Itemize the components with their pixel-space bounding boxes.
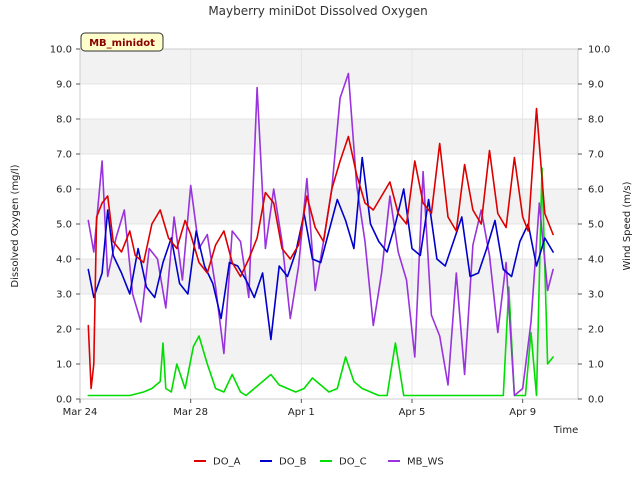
y-tick-label: 10.0 [50,45,72,56]
y2-tick-label: 1.0 [588,360,604,371]
chart-title: Mayberry miniDot Dissolved Oxygen [208,4,427,18]
series-line-mb-ws [87,72,554,397]
x-tick-label: Apr 1 [288,407,315,418]
series-line-do-c [87,167,554,397]
plot-band [80,49,578,84]
y2-axis-label: Wind Speed (m/s) [622,181,633,270]
y-tick-label: 7.0 [56,150,72,161]
y-tick-label: 0.0 [56,395,72,406]
y2-tick-label: 9.0 [588,80,604,91]
y2-tick-label: 5.0 [588,220,604,231]
y2-tick-label: 10.0 [588,45,610,56]
y-tick-label: 3.0 [56,290,72,301]
legend-label: MB_WS [407,457,444,468]
y-axis-left: 0.0 1.0 2.0 3.0 4.0 5.0 6.0 7.0 8.0 9.0 10.0 [50,45,80,406]
x-tick-label: Mar 24 [63,407,98,418]
y-tick-label: 4.0 [56,255,72,266]
legend: DO_A DO_B DO_C MB_WS [194,457,444,468]
plot-band [80,119,578,154]
plot-band [80,329,578,364]
series-layer [87,72,554,397]
plot-band [80,154,578,189]
y-tick-label: 2.0 [56,325,72,336]
legend-label: DO_C [339,457,367,468]
legend-label: DO_A [213,457,241,468]
plot-band [80,84,578,119]
y2-tick-label: 2.0 [588,325,604,336]
y2-tick-label: 6.0 [588,185,604,196]
y2-tick-label: 3.0 [588,290,604,301]
y2-tick-label: 4.0 [588,255,604,266]
station-label: MB_minidot [89,38,155,49]
x-tick-label: Apr 5 [399,407,426,418]
x-tick-label: Mar 28 [173,407,208,418]
legend-label: DO_B [279,457,307,468]
y-tick-label: 8.0 [56,115,72,126]
x-axis: Mar 24 Mar 28 Apr 1 Apr 5 Apr 9 [63,399,536,418]
x-axis-label: Time [553,425,578,436]
series-line-do-a [87,107,554,390]
y-tick-label: 9.0 [56,80,72,91]
y-tick-label: 1.0 [56,360,72,371]
plot-bands [80,49,578,399]
y2-tick-label: 7.0 [588,150,604,161]
plot-band [80,364,578,399]
y-tick-label: 6.0 [56,185,72,196]
y-axis-label: Dissolved Oxygen (mg/l) [10,164,21,287]
y-tick-label: 5.0 [56,220,72,231]
plot-band [80,294,578,329]
y2-tick-label: 8.0 [588,115,604,126]
x-tick-label: Apr 9 [509,407,536,418]
y-axis-right: 0.0 1.0 2.0 3.0 4.0 5.0 6.0 7.0 8.0 9.0 10.0 [578,45,610,406]
station-label-box: MB_minidot [80,32,164,52]
series-line-do-b [87,156,554,341]
y2-tick-label: 0.0 [588,395,604,406]
